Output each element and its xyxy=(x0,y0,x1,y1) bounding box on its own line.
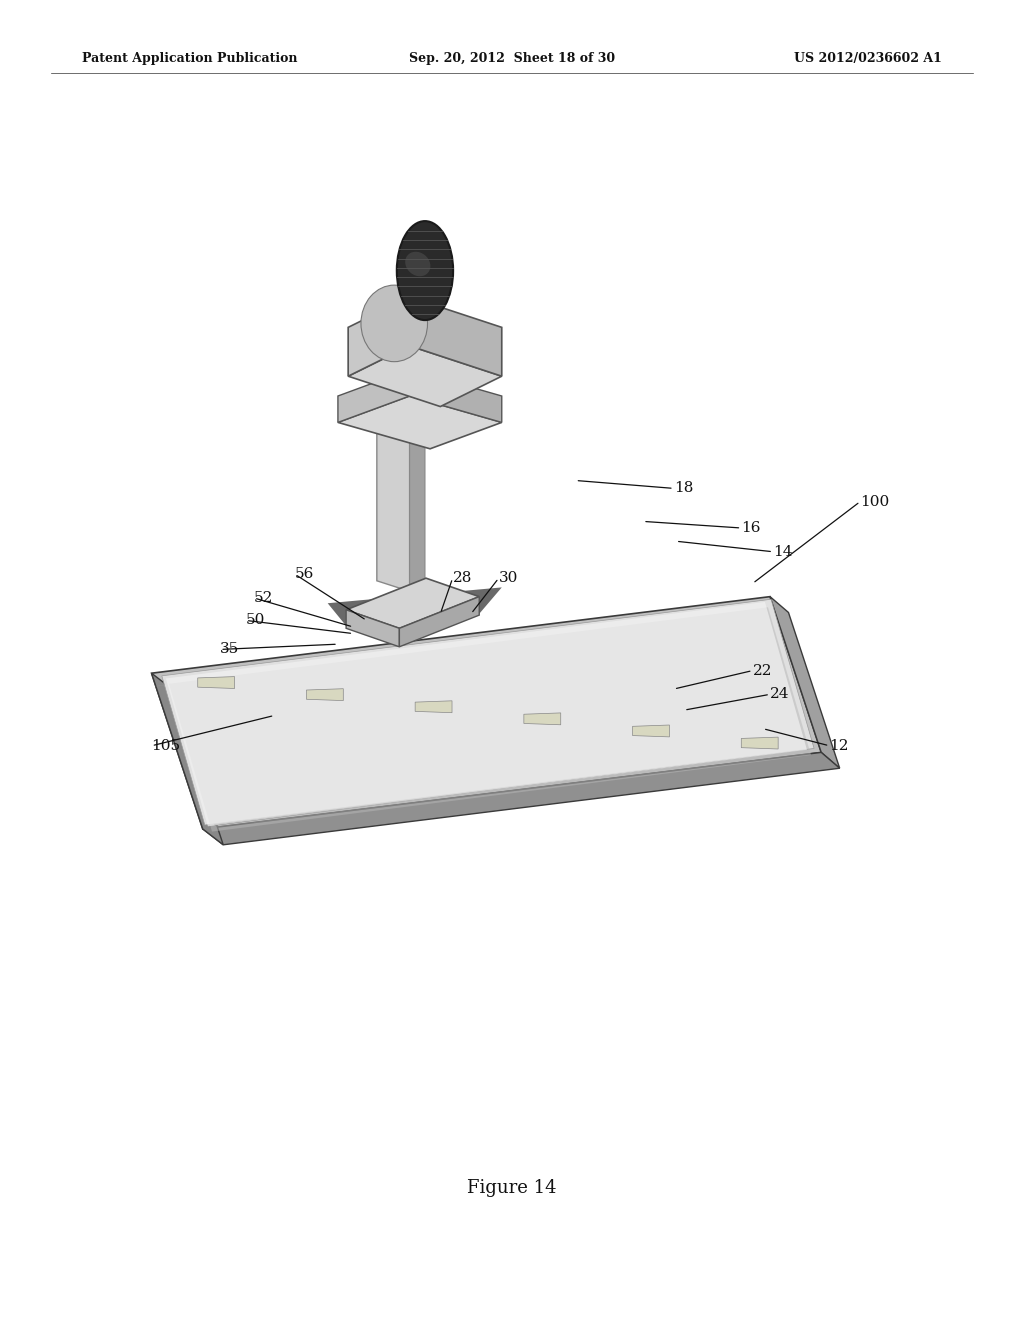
Polygon shape xyxy=(633,725,670,737)
Text: 56: 56 xyxy=(295,568,314,581)
Polygon shape xyxy=(152,597,821,829)
Polygon shape xyxy=(162,599,814,825)
Polygon shape xyxy=(169,607,811,832)
Polygon shape xyxy=(346,610,399,647)
Polygon shape xyxy=(348,297,410,376)
Text: Patent Application Publication: Patent Application Publication xyxy=(82,51,297,65)
Ellipse shape xyxy=(406,252,430,276)
Polygon shape xyxy=(524,713,561,725)
Polygon shape xyxy=(338,396,502,449)
Polygon shape xyxy=(415,701,452,713)
Polygon shape xyxy=(410,370,502,422)
Text: 16: 16 xyxy=(741,521,761,535)
Polygon shape xyxy=(169,602,809,825)
Polygon shape xyxy=(348,346,502,407)
Polygon shape xyxy=(338,370,410,422)
Polygon shape xyxy=(399,597,479,647)
Ellipse shape xyxy=(361,285,428,362)
Text: 22: 22 xyxy=(753,664,772,677)
Text: 52: 52 xyxy=(254,591,273,605)
Text: 14: 14 xyxy=(773,545,793,558)
Polygon shape xyxy=(410,422,425,597)
Polygon shape xyxy=(152,673,223,845)
Polygon shape xyxy=(203,752,840,845)
Text: 30: 30 xyxy=(499,572,518,585)
Polygon shape xyxy=(741,737,778,748)
Polygon shape xyxy=(770,597,840,768)
Ellipse shape xyxy=(396,220,453,319)
Text: 28: 28 xyxy=(453,572,472,585)
Text: 18: 18 xyxy=(674,482,693,495)
Polygon shape xyxy=(346,578,479,628)
Text: 100: 100 xyxy=(860,495,890,508)
Polygon shape xyxy=(166,602,807,826)
Text: 50: 50 xyxy=(246,614,265,627)
Text: Figure 14: Figure 14 xyxy=(467,1179,557,1197)
Polygon shape xyxy=(377,412,410,591)
Text: 105: 105 xyxy=(152,739,180,752)
Polygon shape xyxy=(410,297,502,376)
Polygon shape xyxy=(198,677,234,689)
Text: 35: 35 xyxy=(220,643,240,656)
Polygon shape xyxy=(328,587,502,628)
Text: 24: 24 xyxy=(770,688,790,701)
Text: US 2012/0236602 A1: US 2012/0236602 A1 xyxy=(795,51,942,65)
Text: 12: 12 xyxy=(829,739,849,752)
Text: Sep. 20, 2012  Sheet 18 of 30: Sep. 20, 2012 Sheet 18 of 30 xyxy=(409,51,615,65)
Polygon shape xyxy=(306,689,343,701)
